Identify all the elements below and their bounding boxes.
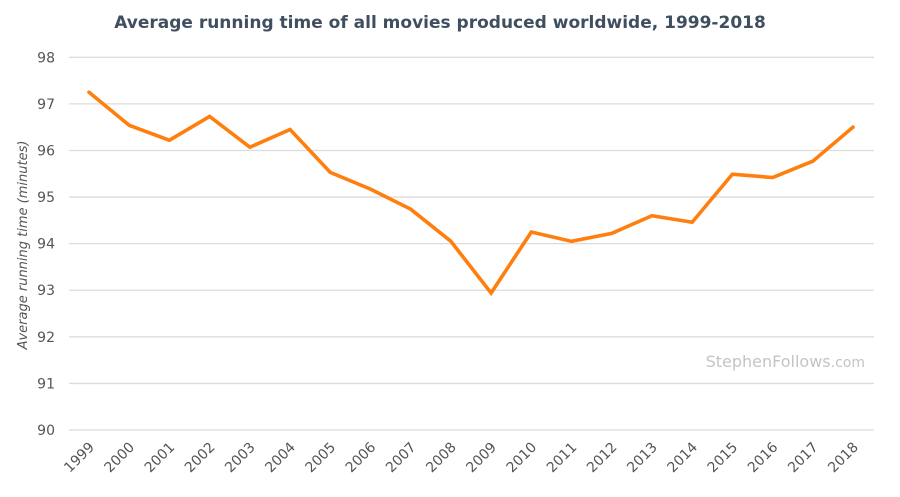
data-point [87,90,91,94]
x-tick-label: 2009 [463,440,500,477]
x-tick-label: 2015 [705,440,742,477]
data-point [730,172,734,176]
y-tick-label: 94 [37,237,55,253]
x-tick-label: 1999 [61,440,98,477]
data-point [288,128,292,132]
x-tick-label: 2005 [303,440,340,477]
x-tick-label: 2008 [423,440,460,477]
y-tick-label: 92 [37,330,55,346]
watermark: StephenFollows.com [706,352,865,371]
data-point [449,239,453,243]
x-tick-label: 2000 [102,440,139,477]
y-tick-label: 90 [37,423,55,439]
y-axis-label: Average running time (minutes) [16,141,31,351]
x-tick-label: 2017 [785,440,822,477]
data-point [368,187,372,191]
series-line [87,90,855,297]
data-point [690,220,694,224]
x-tick-label: 2014 [664,439,701,476]
data-point [127,123,131,127]
x-tick-labels: 1999 2000 2001 2002 2003 2004 2005 2006 2007 2008… [61,439,862,476]
data-point [529,230,533,234]
y-tick-label: 97 [37,97,55,113]
y-tick-label: 95 [37,190,55,206]
data-point [610,231,614,235]
x-tick-label: 2012 [584,440,621,477]
data-line [87,90,855,297]
data-point [851,125,855,129]
x-tick-label: 2003 [222,440,259,477]
x-tick-label: 2007 [383,440,420,477]
gridlines [69,56,874,431]
y-tick-labels: 90 91 92 93 94 95 96 97 98 [37,50,55,439]
x-tick-label: 2004 [262,439,299,476]
x-tick-label: 2011 [544,440,581,477]
data-point [650,214,654,218]
x-tick-label: 2013 [624,440,661,477]
chart-title: Average running time of all movies produ… [114,13,766,33]
y-tick-label: 91 [37,376,55,392]
y-tick-label: 93 [37,283,55,299]
x-tick-label: 2001 [142,440,179,477]
data-point [489,291,493,295]
x-tick-label: 2016 [745,439,782,476]
x-tick-label: 2018 [825,440,862,477]
data-point [771,175,775,179]
x-tick-label: 2006 [343,439,380,476]
x-tick-label: 2010 [504,440,541,477]
data-point [328,170,332,174]
data-point [248,145,252,149]
data-point [409,207,413,211]
x-tick-label: 2002 [182,440,219,477]
data-point [167,138,171,142]
data-point [208,114,212,118]
data-point [811,159,815,163]
data-point [570,239,574,243]
y-tick-label: 96 [37,143,55,159]
y-tick-label: 98 [37,50,55,66]
